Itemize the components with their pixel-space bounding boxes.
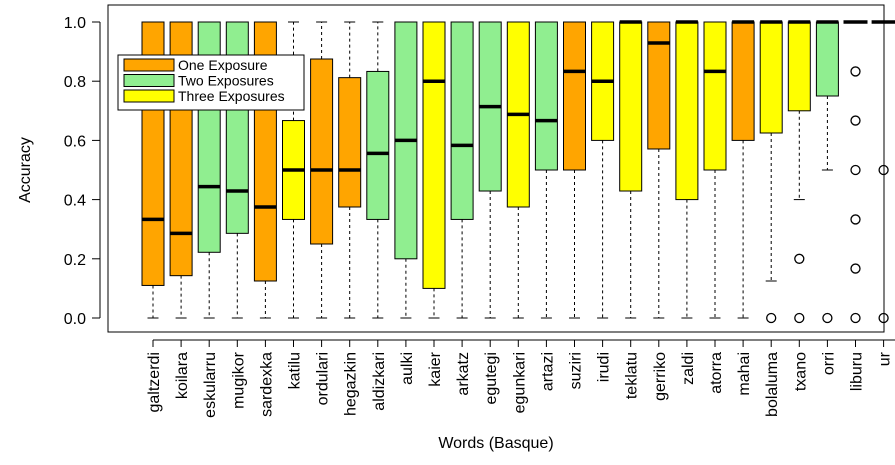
x-tick-label: aldizkari <box>371 352 388 411</box>
y-axis-title: Accuracy <box>17 137 34 203</box>
box-rect <box>563 21 586 171</box>
box-mahai <box>731 20 755 319</box>
x-tick-label: artazi <box>539 352 556 391</box>
legend-swatch <box>123 89 175 103</box>
box-artazi <box>534 21 558 319</box>
box-hegazkin <box>338 21 362 319</box>
outlier-point <box>850 164 861 176</box>
legend-label: Two Exposures <box>178 73 274 89</box>
box-rect <box>731 21 755 141</box>
x-tick-label: teklatu <box>624 352 641 399</box>
box-irudi <box>591 21 615 319</box>
x-axis-title: Words (Basque) <box>438 435 553 452</box>
outlier-point <box>794 253 805 264</box>
x-tick-label: hegazkin <box>343 352 360 416</box>
x-axis: galtzerdi koilara eskularru mugikor sardexka… <box>146 339 895 418</box>
legend-swatch <box>123 74 175 87</box>
x-tick-label: aulki <box>399 352 416 385</box>
box-egutegi <box>478 21 502 319</box>
legend-label: One Exposure <box>178 57 268 73</box>
x-tick-label: bolaluma <box>764 352 781 417</box>
x-tick-label: gerriko <box>652 352 669 401</box>
box-suziri <box>563 21 586 319</box>
outlier-point <box>766 312 777 324</box>
box-egunkari <box>506 21 530 319</box>
y-tick-label: 0.0 <box>64 311 86 328</box>
box-liburu <box>843 20 868 324</box>
box-ordulari <box>310 21 334 319</box>
box-rect <box>759 21 783 134</box>
y-tick-label: 0.6 <box>64 133 86 150</box>
x-tick-label: galtzerdi <box>146 352 163 412</box>
x-tick-label: txano <box>792 352 809 391</box>
box-zaldi <box>675 20 699 319</box>
y-tick-label: 0.2 <box>64 252 86 269</box>
x-tick-label: orri <box>820 352 837 375</box>
y-tick-label: 0.8 <box>64 74 86 91</box>
x-tick-label: mugikor <box>230 351 247 409</box>
y-tick-label: 1.0 <box>64 15 86 32</box>
x-tick-label: koilara <box>174 352 191 399</box>
outlier-point <box>850 263 861 274</box>
x-tick-label: ur <box>877 351 894 366</box>
box-rect <box>366 70 390 220</box>
x-tick-label: egutegi <box>483 352 500 405</box>
x-tick-label: katilu <box>287 352 304 389</box>
box-atorra <box>703 21 727 319</box>
box-orri <box>815 20 839 324</box>
x-tick-label: atorra <box>708 352 725 394</box>
legend-swatch <box>123 58 175 72</box>
box-rect <box>647 21 671 150</box>
x-tick-label: kaier <box>427 351 444 386</box>
x-tick-label: arkatz <box>455 352 472 396</box>
box-txano <box>787 20 811 324</box>
box-rect <box>450 21 474 220</box>
box-rect <box>703 21 727 171</box>
outlier-point <box>850 214 861 225</box>
box-rect <box>619 21 643 192</box>
box-aulki <box>394 21 418 319</box>
y-axis: 0.0 0.2 0.4 0.6 0.8 1.0 <box>64 15 101 328</box>
box-aldizkari <box>366 21 390 319</box>
box-rect <box>310 58 334 245</box>
x-tick-label: egunkari <box>511 352 528 413</box>
x-tick-label: liburu <box>849 352 866 391</box>
plot-frame <box>107 4 885 333</box>
outlier-point <box>850 66 861 77</box>
box-rect <box>787 21 811 112</box>
x-tick-label: suziri <box>568 352 585 389</box>
box-rect <box>675 21 699 201</box>
outlier-point <box>794 312 805 324</box>
box-rect <box>225 21 249 234</box>
box-arkatz <box>450 21 474 319</box>
box-rect <box>422 21 446 289</box>
x-tick-label: mahai <box>736 352 753 396</box>
legend-label: Three Exposures <box>178 88 285 104</box>
outlier-point <box>822 312 833 324</box>
box-teklatu <box>619 20 643 319</box>
box-kaier <box>422 21 446 319</box>
x-tick-label: irudi <box>596 352 613 382</box>
box-rect <box>815 21 839 97</box>
box-gerriko <box>647 21 671 319</box>
box-rect <box>534 21 558 171</box>
box-ur <box>871 20 895 324</box>
y-tick-label: 0.4 <box>64 193 86 210</box>
x-tick-label: sardexka <box>258 352 275 417</box>
outlier-point <box>850 312 861 324</box>
x-tick-label: ordulari <box>315 352 332 405</box>
outlier-point <box>850 115 861 126</box>
x-tick-label: zaldi <box>680 352 697 385</box>
box-bolaluma <box>759 20 783 324</box>
box-rect <box>338 77 362 208</box>
x-tick-label: eskularru <box>202 352 219 418</box>
